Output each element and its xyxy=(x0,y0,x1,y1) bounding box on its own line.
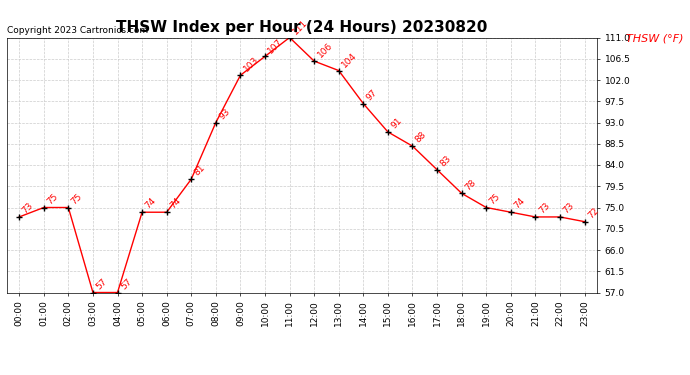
Text: 72: 72 xyxy=(586,206,600,220)
Text: 57: 57 xyxy=(95,277,109,291)
Text: 106: 106 xyxy=(315,41,334,60)
Text: 97: 97 xyxy=(365,88,380,102)
Text: 73: 73 xyxy=(21,201,35,216)
Text: 111: 111 xyxy=(291,18,310,36)
Text: 75: 75 xyxy=(70,192,84,206)
Text: THSW (°F): THSW (°F) xyxy=(626,34,683,44)
Text: 73: 73 xyxy=(562,201,576,216)
Text: 88: 88 xyxy=(414,130,428,145)
Text: 74: 74 xyxy=(512,196,526,211)
Text: 93: 93 xyxy=(217,106,232,121)
Text: 78: 78 xyxy=(463,177,477,192)
Text: 104: 104 xyxy=(340,51,359,69)
Text: 83: 83 xyxy=(438,154,453,168)
Text: 75: 75 xyxy=(488,192,502,206)
Title: THSW Index per Hour (24 Hours) 20230820: THSW Index per Hour (24 Hours) 20230820 xyxy=(116,20,488,35)
Text: 81: 81 xyxy=(193,163,207,178)
Text: 91: 91 xyxy=(389,116,404,130)
Text: 57: 57 xyxy=(119,277,133,291)
Text: 74: 74 xyxy=(168,196,182,211)
Text: 73: 73 xyxy=(537,201,551,216)
Text: 107: 107 xyxy=(266,36,285,55)
Text: 74: 74 xyxy=(144,196,158,211)
Text: Copyright 2023 Cartronics.com: Copyright 2023 Cartronics.com xyxy=(7,26,148,35)
Text: 103: 103 xyxy=(241,56,260,74)
Text: 75: 75 xyxy=(45,192,59,206)
